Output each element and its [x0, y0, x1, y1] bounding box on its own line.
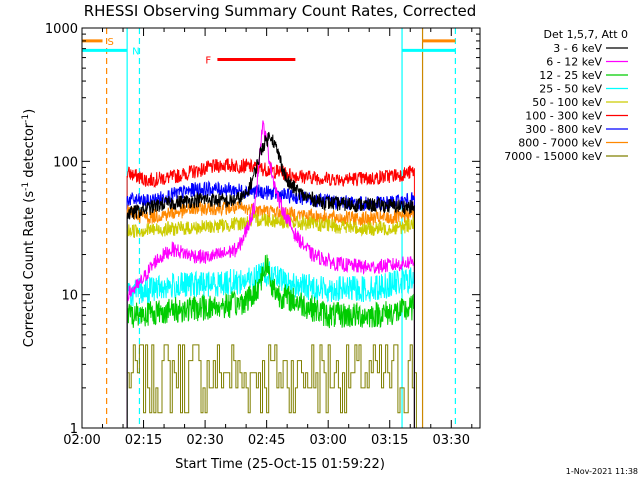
series-line-2	[126, 254, 415, 428]
annotation-label-n: N	[132, 46, 139, 57]
y-axis-label-mid: detector	[22, 122, 37, 182]
annotation-label-f: F	[205, 56, 211, 67]
series-line-0	[126, 131, 415, 428]
y-axis: 1 10 100 1000	[45, 22, 480, 437]
series-line-7	[126, 200, 415, 428]
legend-label: 6 - 12 keV	[546, 56, 602, 69]
legend-label: 800 - 7000 keV	[518, 137, 602, 150]
legend-label: 300 - 800 keV	[525, 123, 602, 136]
legend-label: 25 - 50 keV	[539, 83, 602, 96]
x-axis-label: Start Time (25-Oct-15 01:59:22)	[175, 457, 385, 472]
y-tick-label: 1000	[45, 22, 78, 37]
y-tick-label: 100	[53, 155, 78, 170]
series-line-1	[126, 120, 415, 428]
x-tick-label: 03:15	[371, 433, 408, 448]
timestamp: 1-Nov-2021 11:38	[566, 467, 638, 476]
y-tick-label: 10	[61, 289, 78, 304]
x-tick-label: 03:30	[433, 433, 470, 448]
annotation-label-s: S	[108, 37, 114, 48]
y-axis-label-main: Corrected Count Rate (s	[22, 191, 37, 348]
x-tick-label: 02:30	[186, 433, 223, 448]
y-axis-label: Corrected Count Rate (s-1 detector-1)	[21, 109, 37, 347]
plot-frame	[81, 27, 481, 429]
x-tick-label: 02:45	[248, 433, 285, 448]
x-tick-label: 02:00	[63, 433, 100, 448]
x-axis: 02:00 02:15 02:30 02:45 03:00 03:15 03:30	[63, 28, 473, 448]
plot-area: S N F	[82, 28, 456, 428]
x-tick-label: 03:00	[309, 433, 346, 448]
x-tick-label: 02:15	[125, 433, 162, 448]
legend-label: 12 - 25 keV	[539, 69, 602, 82]
chart-title: RHESSI Observing Summary Count Rates, Co…	[84, 2, 477, 20]
legend-label: 7000 - 15000 keV	[504, 150, 602, 163]
legend-label: 50 - 100 keV	[532, 96, 602, 109]
y-axis-label-sup2: -1	[21, 114, 31, 123]
series-line-8	[126, 344, 417, 428]
y-axis-label-end: )	[22, 109, 37, 114]
legend-header: Det 1,5,7, Att 0	[544, 28, 628, 41]
y-axis-label-sup1: -1	[21, 182, 31, 191]
series-line-4	[126, 212, 415, 428]
y-tick-label: 1	[70, 422, 78, 437]
legend-label: 100 - 300 keV	[525, 110, 602, 123]
legend-label: 3 - 6 keV	[553, 42, 602, 55]
